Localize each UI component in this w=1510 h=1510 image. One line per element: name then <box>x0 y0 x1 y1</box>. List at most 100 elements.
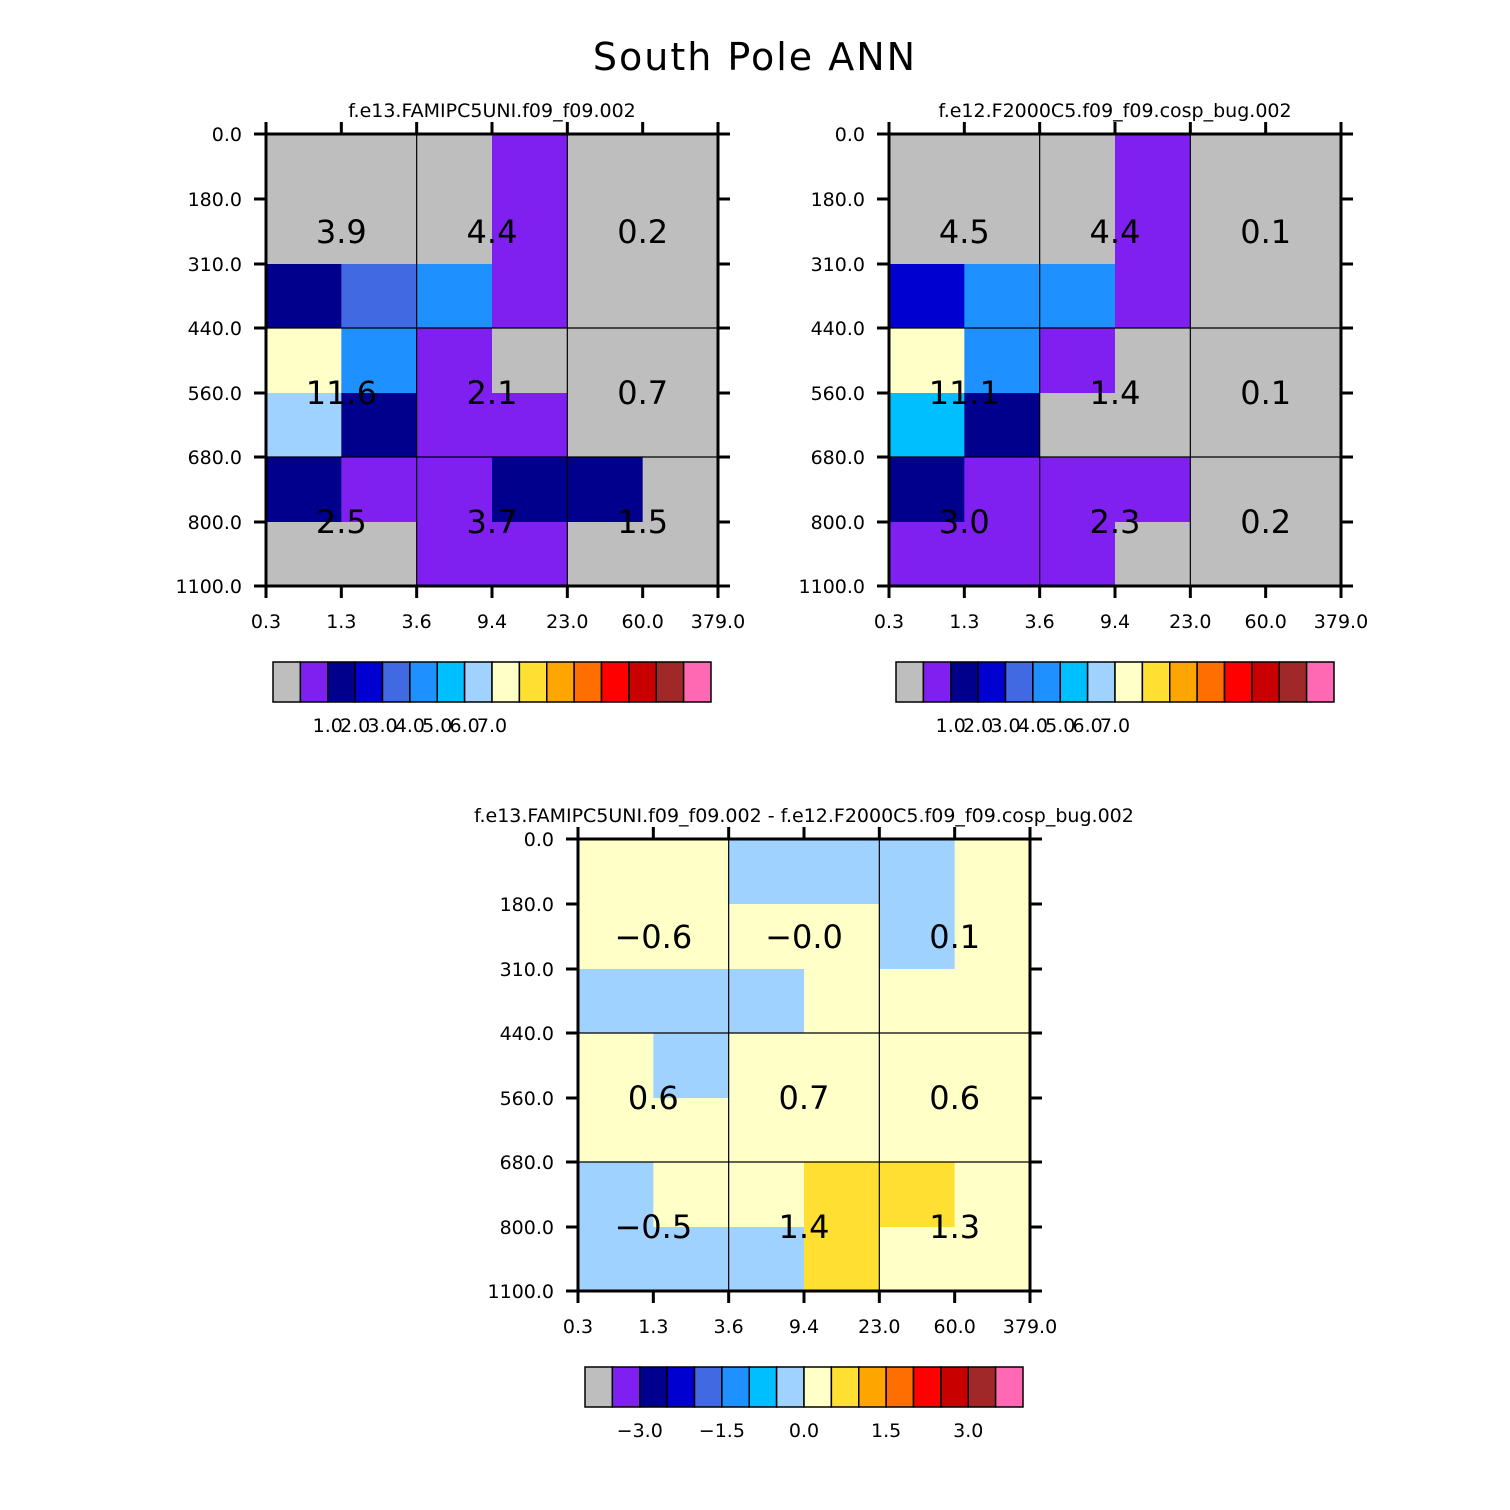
x-tick-label: 23.0 <box>858 1316 900 1338</box>
colorbar-box <box>994 1366 1024 1408</box>
y-tick-label: 0.0 <box>835 124 865 146</box>
heatmap-cell <box>879 1033 956 1099</box>
colorbar-label: 1.0 <box>313 715 343 737</box>
y-tick-label: 560.0 <box>500 1088 554 1110</box>
colorbar-label: 4.0 <box>395 715 425 737</box>
colorbar-box <box>611 1366 641 1408</box>
x-tick-label: 379.0 <box>1314 611 1368 633</box>
colorbar-box <box>775 1366 805 1408</box>
colorbar-label: 0.0 <box>789 1420 819 1442</box>
colorbar-label: 5.0 <box>422 715 452 737</box>
heatmap-cell <box>416 522 493 587</box>
region-sum-label: 3.9 <box>316 213 367 251</box>
heatmap-cell <box>1039 264 1116 329</box>
colorbar-box <box>299 661 329 703</box>
heatmap-cell <box>804 1098 880 1163</box>
colorbar: −3.0 −1.5 0.0 1.5 3.0 <box>584 1366 1024 1442</box>
colorbar-box <box>655 661 685 703</box>
heatmap-cell <box>954 1162 1031 1228</box>
region-sum-label: 2.5 <box>316 503 367 541</box>
heatmap-cell <box>492 264 568 329</box>
y-tick-label: 800.0 <box>188 512 242 534</box>
colorbar-box <box>1032 661 1061 703</box>
heatmap-cell <box>804 1033 880 1099</box>
heatmap-cell <box>416 134 493 200</box>
heatmap-cell <box>1039 457 1116 523</box>
y-tick-label: 440.0 <box>188 318 242 340</box>
colorbar-box <box>436 661 466 703</box>
colorbar-box <box>272 661 302 703</box>
heatmap-cell <box>1190 328 1267 394</box>
heatmap-cell <box>964 264 1041 329</box>
heatmap-cell <box>1190 457 1267 523</box>
heatmap-cell <box>653 1098 730 1163</box>
heatmap-cell <box>341 393 418 458</box>
heatmap-cell <box>889 264 965 329</box>
heatmap-cell <box>879 904 956 970</box>
colorbar-label: 4.0 <box>1018 715 1048 737</box>
heatmap-cell <box>1039 328 1116 394</box>
colorbar-box <box>1086 661 1116 703</box>
heatmap-cell <box>642 134 719 200</box>
heatmap-cell <box>964 199 1041 265</box>
heatmap-cell <box>1265 522 1342 587</box>
region-sum-label: 0.2 <box>1240 503 1291 541</box>
colorbar-box <box>639 1366 668 1408</box>
colorbar-label: 1.5 <box>871 1420 901 1442</box>
x-tick-label: 23.0 <box>546 611 588 633</box>
heatmap-cell <box>879 1162 956 1228</box>
region-sum-label: 1.3 <box>929 1208 980 1246</box>
colorbar-box <box>721 1366 750 1408</box>
colorbar-box <box>354 661 384 703</box>
colorbar-box <box>1196 661 1226 703</box>
heatmap-cell <box>567 393 644 458</box>
region-sum-label: 0.2 <box>617 213 668 251</box>
region-sum-label: 0.1 <box>929 918 980 956</box>
heatmap-cell <box>1115 522 1191 587</box>
colorbar-box <box>1223 661 1253 703</box>
colorbar-box <box>1059 661 1089 703</box>
colorbar-label: 1.0 <box>936 715 966 737</box>
colorbar-box <box>950 661 979 703</box>
heatmap-cell <box>1265 328 1342 394</box>
x-tick-label: 0.3 <box>874 611 904 633</box>
heatmap-cell <box>653 969 730 1034</box>
heatmap-cell <box>889 134 965 200</box>
heatmap-cell <box>492 134 568 200</box>
heatmap-cell <box>266 199 342 265</box>
region-sum-label: 1.4 <box>1090 374 1141 412</box>
x-tick-label: 3.6 <box>714 1316 744 1338</box>
colorbar-box <box>895 661 925 703</box>
x-tick-label: 379.0 <box>691 611 745 633</box>
heatmap-cell <box>889 328 965 394</box>
heatmap-cell <box>653 904 730 970</box>
heatmap-cell <box>341 522 418 587</box>
heatmap-cell <box>804 969 880 1034</box>
heatmap-cell <box>341 457 418 523</box>
heatmap-cell <box>653 1033 730 1099</box>
heatmap-cell <box>804 904 880 970</box>
heatmap-cell <box>954 1227 1031 1292</box>
colorbar-box <box>682 661 712 703</box>
heatmap-cell <box>642 522 719 587</box>
heatmap-cell <box>642 457 719 523</box>
y-tick-label: 440.0 <box>500 1023 554 1045</box>
y-tick-label: 440.0 <box>811 318 865 340</box>
colorbar-label: 6.0 <box>1073 715 1103 737</box>
x-tick-label: 0.3 <box>563 1316 593 1338</box>
y-tick-label: 180.0 <box>811 189 865 211</box>
x-tick-label: 23.0 <box>1169 611 1211 633</box>
x-tick-label: 3.6 <box>402 611 432 633</box>
heatmap-cell <box>1115 328 1191 394</box>
heatmap-cell <box>642 264 719 329</box>
heatmap-cell <box>567 328 644 394</box>
heatmap-cell <box>1265 199 1342 265</box>
region-sum-label: 11.1 <box>929 374 1000 412</box>
heatmap-cell <box>1265 264 1342 329</box>
heatmap-cell <box>416 393 493 458</box>
x-tick-label: 9.4 <box>1100 611 1130 633</box>
x-tick-label: 60.0 <box>934 1316 976 1338</box>
heatmap-panel-1: f.e13.FAMIPC5UNI.f09_f09.002 0.0 180.0 310.… <box>176 100 746 737</box>
heatmap-cell <box>728 904 805 970</box>
